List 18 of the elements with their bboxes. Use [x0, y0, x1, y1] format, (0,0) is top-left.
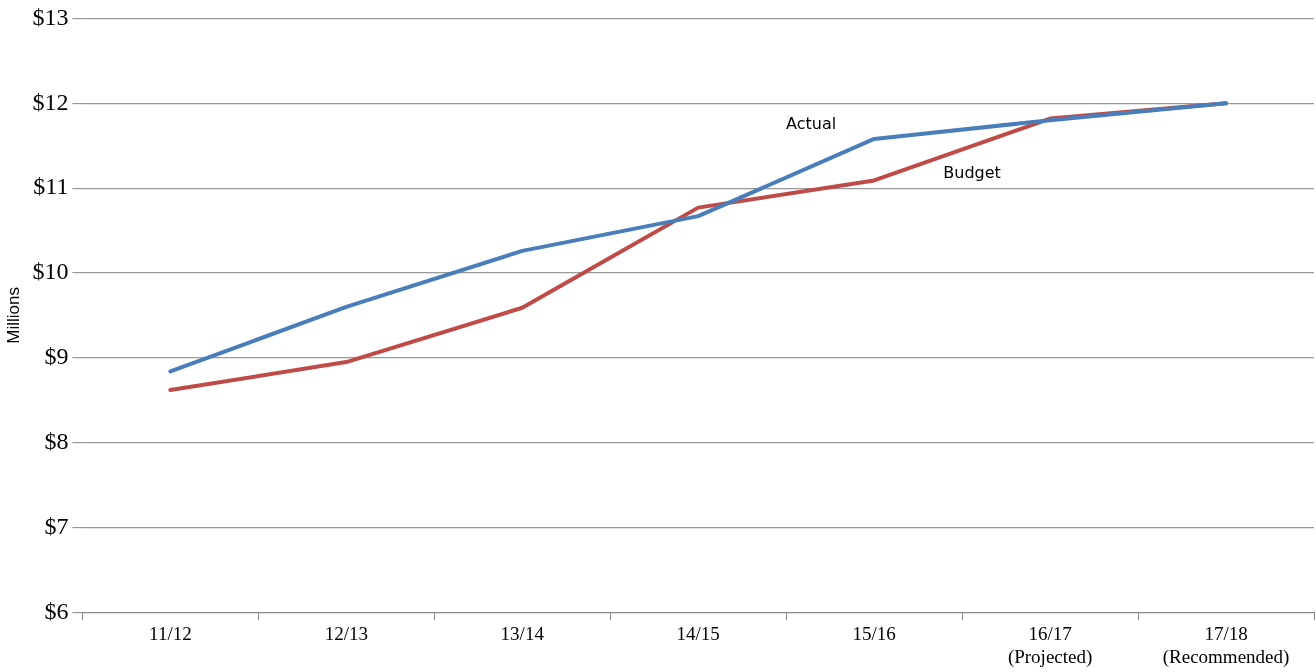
series-label: Budget: [943, 162, 1001, 182]
y-tick-label: $10: [32, 258, 69, 285]
x-tick-label: 14/15: [676, 622, 720, 644]
y-tick-label: $13: [32, 3, 69, 30]
x-tick-label: 15/16: [852, 622, 896, 644]
series-label: Actual: [786, 114, 837, 134]
y-axis-title: Millions: [3, 287, 23, 344]
x-tick-label: 13/14: [500, 622, 545, 644]
y-tick-label: $8: [44, 427, 69, 454]
y-tick-label: $12: [32, 88, 69, 115]
y-tick-label: $11: [33, 173, 69, 200]
x-tick-label: 11/12: [149, 622, 192, 644]
x-tick-label: 16/17 (Projected): [1007, 622, 1093, 668]
y-tick-label: $6: [44, 597, 69, 624]
x-tick-label: 12/13: [324, 622, 368, 644]
y-tick-label: $9: [44, 343, 69, 370]
x-tick-label: 17/18 (Recommended): [1162, 622, 1290, 668]
y-tick-label: $7: [44, 512, 69, 539]
